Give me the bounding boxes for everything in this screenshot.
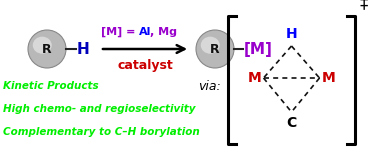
Text: Complementary to C–H borylation: Complementary to C–H borylation [3, 127, 200, 137]
Text: H: H [286, 27, 297, 41]
Text: [M] =: [M] = [101, 27, 139, 37]
Text: High chemo- and regioselectivity: High chemo- and regioselectivity [3, 104, 195, 114]
Text: C: C [287, 116, 297, 130]
Ellipse shape [33, 37, 52, 54]
Text: [M]: [M] [244, 41, 273, 57]
Text: catalyst: catalyst [117, 59, 173, 71]
Text: Al: Al [139, 27, 151, 37]
Text: ‡: ‡ [359, 0, 367, 12]
Ellipse shape [196, 30, 234, 68]
Text: M: M [248, 71, 262, 85]
Text: Kinetic Products: Kinetic Products [3, 81, 99, 91]
Text: H: H [77, 41, 90, 57]
Text: R: R [210, 43, 220, 55]
Text: via:: via: [198, 79, 221, 93]
Ellipse shape [28, 30, 66, 68]
Ellipse shape [201, 37, 220, 54]
Text: R: R [42, 43, 52, 55]
Text: , Mg: , Mg [150, 27, 177, 37]
Text: M: M [322, 71, 335, 85]
